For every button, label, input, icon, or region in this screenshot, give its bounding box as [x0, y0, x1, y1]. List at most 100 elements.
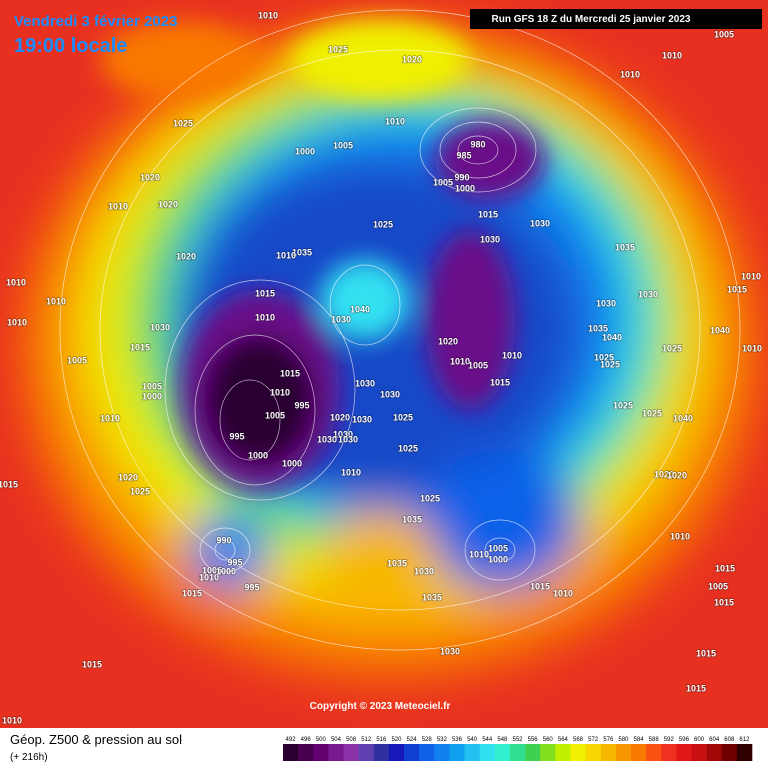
isobar-label: 995	[294, 400, 309, 410]
isobar-label: 1010	[742, 343, 762, 353]
isobar-label: 1000	[295, 146, 315, 156]
isobar-label: 1030	[596, 298, 616, 308]
colorbar-swatch	[555, 744, 571, 761]
isobar-label: 1040	[673, 413, 693, 423]
colorbar-swatch	[721, 744, 738, 761]
colorbar-label: 548	[497, 737, 508, 743]
isobar-label: 1015	[82, 659, 102, 669]
isobar-label: 1010	[46, 296, 66, 306]
isobar-label: 1035	[402, 514, 422, 524]
colorbar-label: 608	[724, 737, 735, 743]
colorbar-label: 492	[286, 737, 297, 743]
colorbar-swatch	[343, 744, 359, 761]
isobar-label: 1030	[380, 389, 400, 399]
isobar-label: 1005	[142, 381, 162, 391]
isobar-label: 1030	[414, 566, 434, 576]
isobar-label: 1020	[176, 251, 196, 261]
colorbar-label: 544	[482, 737, 493, 743]
colorbar-label: 600	[694, 737, 705, 743]
colorbar-label: 504	[331, 737, 342, 743]
field	[0, 0, 768, 728]
colorbar-label: 568	[573, 737, 584, 743]
colorbar-swatch	[313, 744, 329, 761]
isobar-label: 1010	[341, 467, 361, 477]
isobar-label: 1030	[317, 434, 337, 444]
isobar-label: 995	[229, 431, 244, 441]
colorbar-label: 520	[391, 737, 402, 743]
isobar-label: 1020	[330, 412, 350, 422]
isobar-label: 1025	[173, 118, 193, 128]
colorbar-label: 532	[437, 737, 448, 743]
isobar-label: 1005	[265, 410, 285, 420]
isobar-label: 1010	[662, 50, 682, 60]
isobar-label: 1035	[292, 247, 312, 257]
colorbar-swatch	[509, 744, 526, 761]
colorbar-swatch	[464, 744, 480, 761]
legend-title: Géop. Z500 & pression au sol	[10, 732, 182, 747]
isobar-label: 1035	[422, 592, 442, 602]
isobar-label: 1000	[488, 554, 508, 564]
isobar-label: 1010	[385, 116, 405, 126]
colorbar-swatch	[494, 744, 511, 761]
colorbar-swatch	[449, 744, 465, 761]
isobar-label: 1010	[255, 312, 275, 322]
colorbar-label: 588	[649, 737, 660, 743]
isobar-label: 1015	[530, 581, 550, 591]
colorbar-swatch	[298, 744, 314, 761]
colorbar: 492 496 500 504 508 512 516 520 524 528 532 536 540 5…	[283, 737, 753, 761]
isobar-label: 1015	[182, 588, 202, 598]
isobar-label: 1015	[0, 479, 18, 489]
colorbar-swatch	[434, 744, 450, 761]
isobar-label: 1005	[202, 565, 222, 575]
isobar-label: 1040	[350, 304, 370, 314]
colorbar-swatch	[388, 744, 405, 761]
isobar-label: 1030	[150, 322, 170, 332]
isobar-label: 1040	[710, 325, 730, 335]
colorbar-swatch	[570, 744, 586, 761]
colorbar-label: 604	[709, 737, 720, 743]
isobar-label: 1010	[553, 588, 573, 598]
isobar-label: 1020	[402, 54, 422, 64]
colorbar-label: 596	[679, 737, 690, 743]
isobar-label: 1025	[594, 352, 614, 362]
map-time: 19:00 locale	[14, 35, 127, 57]
isobar-label: 1010	[7, 317, 27, 327]
colorbar-swatch	[661, 744, 677, 761]
colorbar-label: 508	[346, 737, 357, 743]
isobar-label: 1020	[118, 472, 138, 482]
colorbar-label: 584	[634, 737, 645, 743]
isobar-label: 995	[227, 557, 242, 567]
isobar-label: 1030	[331, 314, 351, 324]
colorbar-label: 580	[618, 737, 629, 743]
colorbar-label: 556	[528, 737, 539, 743]
colorbar-swatch	[328, 744, 344, 761]
isobar-label: 1030	[440, 646, 460, 656]
isobar-label: 1030	[352, 414, 372, 424]
colorbar-swatch	[358, 744, 375, 761]
isobar-label: 1025	[328, 44, 348, 54]
isobar-label: 1010	[276, 250, 296, 260]
isobar-label: 1005	[333, 140, 353, 150]
isobar-label: 1030	[338, 434, 358, 444]
colorbar-swatch	[630, 744, 647, 761]
isobar-label: 1005	[67, 355, 87, 365]
isobar-label: 1035	[387, 558, 407, 568]
isobar-label: 1010	[258, 10, 278, 20]
isobar-label: 1005	[488, 543, 508, 553]
isobar-label: 1000	[216, 566, 236, 576]
isobar-label: 1010	[741, 271, 761, 281]
colorbar-label: 552	[512, 737, 523, 743]
isobar-label: 1025	[373, 219, 393, 229]
colorbar-swatch	[646, 744, 662, 761]
isobar-label: 1015	[255, 288, 275, 298]
isobar-label: 1005	[433, 177, 453, 187]
isobar-label: 1010	[270, 387, 290, 397]
colorbar-label: 528	[422, 737, 433, 743]
isobar-label: 1020	[140, 172, 160, 182]
isobar-label: 1025	[662, 343, 682, 353]
run-box	[470, 9, 762, 29]
isobar-label: 990	[454, 172, 469, 182]
